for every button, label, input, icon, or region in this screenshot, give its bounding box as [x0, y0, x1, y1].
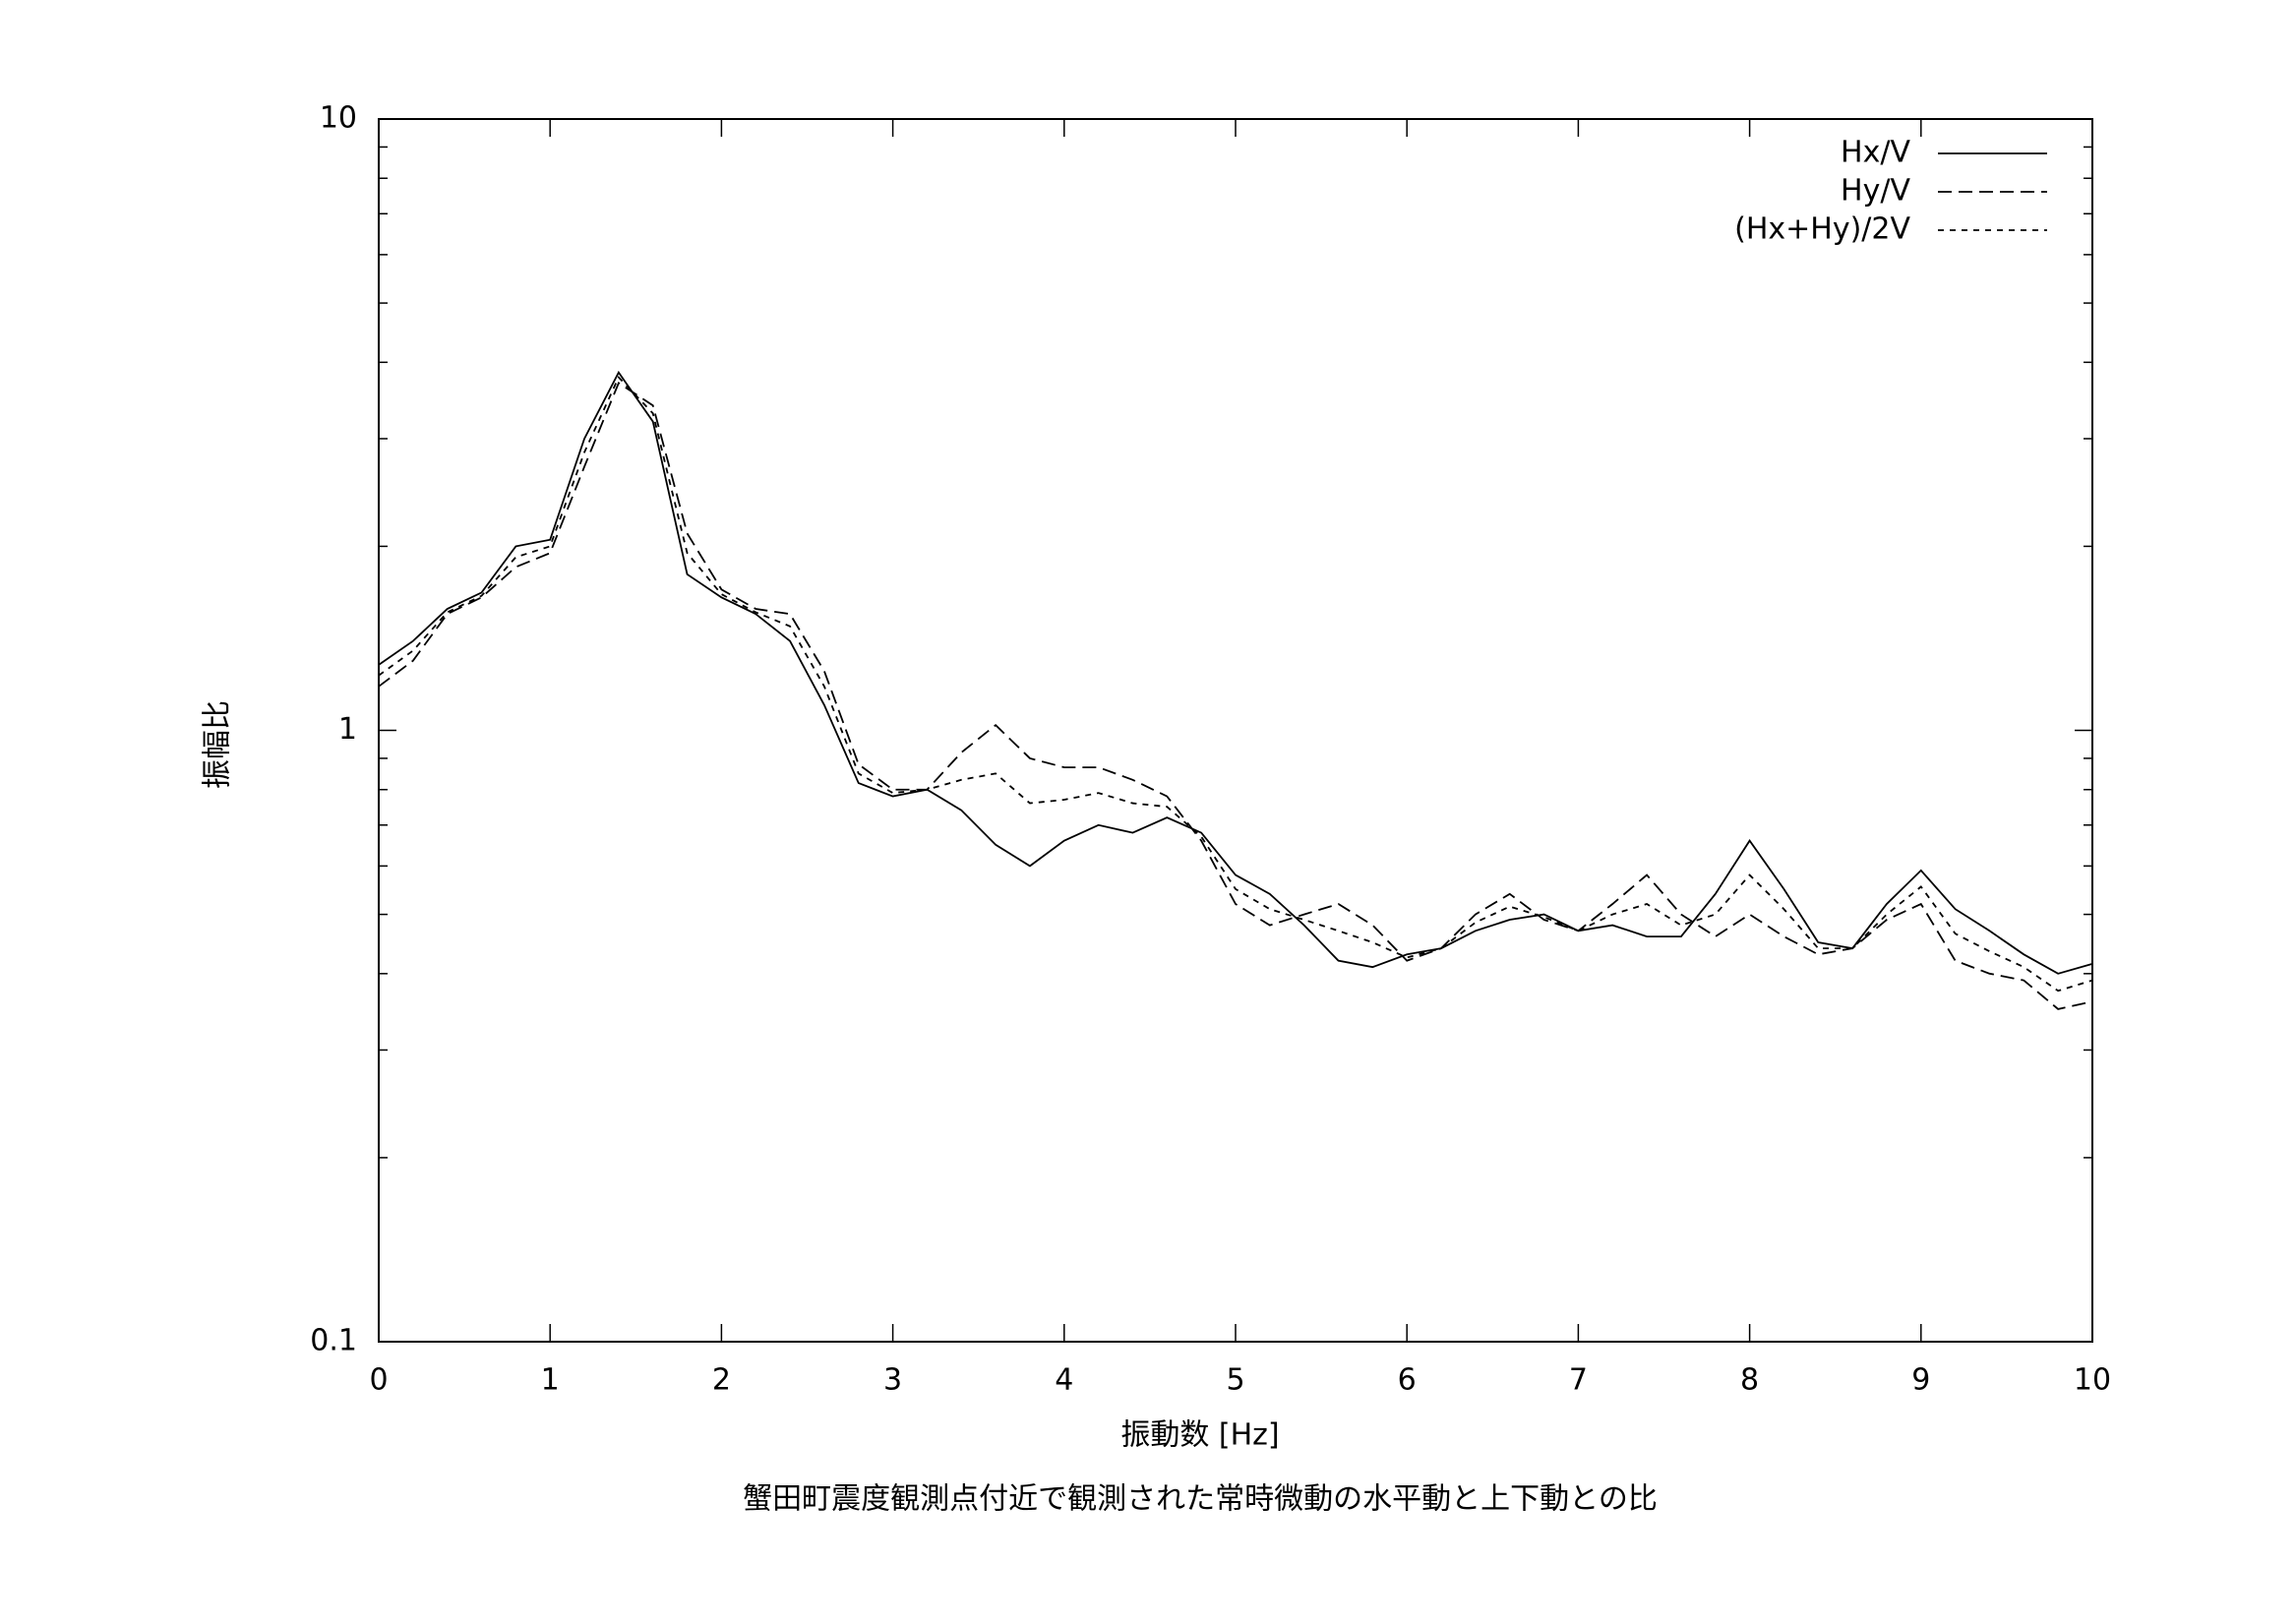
legend-label: Hy/V	[1841, 174, 1910, 209]
x-tick-label: 8	[1740, 1363, 1759, 1398]
chart-title: 蟹田町震度観測点付近で観測された常時微動の水平動と上下動との比	[743, 1482, 1658, 1517]
x-tick-label: 5	[1226, 1363, 1244, 1398]
x-tick-label: 4	[1055, 1363, 1073, 1398]
y-tick-label: 1	[338, 712, 357, 747]
x-tick-label: 6	[1398, 1363, 1417, 1398]
legend-label: Hx/V	[1841, 136, 1910, 170]
y-tick-label: 10	[320, 101, 357, 136]
x-tick-label: 3	[883, 1363, 902, 1398]
y-axis-label: 振幅比	[201, 700, 235, 789]
x-tick-label: 2	[712, 1363, 731, 1398]
x-tick-label: 9	[1911, 1363, 1930, 1398]
x-tick-label: 7	[1569, 1363, 1588, 1398]
plot-frame	[378, 118, 2093, 1343]
x-axis-label: 振動数 [Hz]	[1120, 1418, 1279, 1453]
legend-label: (Hx+Hy)/2V	[1734, 212, 1910, 247]
line-series	[378, 382, 2093, 1010]
line-series	[378, 376, 2093, 992]
x-tick-label: 10	[2074, 1363, 2111, 1398]
line-series	[378, 370, 2093, 975]
x-tick-label: 1	[541, 1363, 560, 1398]
x-tick-label: 0	[369, 1363, 388, 1398]
y-tick-label: 0.1	[310, 1324, 357, 1358]
